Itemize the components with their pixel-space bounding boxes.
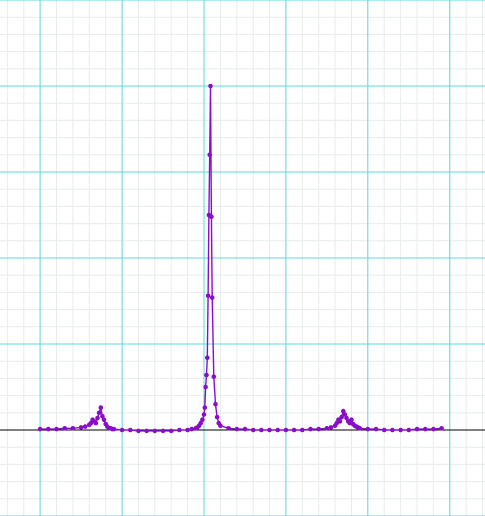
data-point	[54, 426, 59, 432]
data-point	[144, 428, 149, 434]
data-point	[234, 426, 240, 432]
data-point	[82, 424, 88, 429]
data-point	[250, 427, 256, 433]
data-point	[37, 426, 43, 432]
data-point	[200, 417, 205, 423]
data-point	[324, 426, 330, 431]
data-point	[328, 425, 334, 430]
data-point	[242, 426, 248, 432]
data-point	[78, 425, 84, 430]
data-point	[209, 295, 215, 300]
data-point	[101, 417, 107, 423]
data-point	[46, 426, 51, 432]
data-point	[349, 417, 354, 423]
data-point	[208, 83, 213, 89]
data-point	[203, 384, 208, 390]
data-point	[342, 412, 348, 417]
data-point	[344, 415, 349, 421]
data-point	[406, 427, 412, 433]
data-point	[308, 426, 313, 432]
data-point	[207, 152, 212, 158]
data-point	[70, 426, 76, 431]
series-layer	[37, 83, 444, 434]
data-point	[177, 427, 182, 433]
data-point	[422, 426, 428, 432]
data-point	[128, 427, 133, 433]
data-point	[259, 427, 264, 433]
data-point	[98, 405, 104, 410]
data-point	[111, 426, 117, 432]
data-point	[283, 427, 289, 433]
data-point	[204, 372, 209, 378]
data-point	[357, 426, 363, 431]
data-point	[226, 426, 231, 431]
data-point	[300, 427, 305, 433]
data-point	[189, 426, 194, 432]
data-point	[205, 293, 211, 299]
data-point	[390, 427, 395, 433]
data-point	[291, 427, 297, 433]
data-point	[214, 414, 220, 420]
data-point	[209, 214, 214, 219]
data-point	[398, 427, 403, 433]
data-point	[275, 427, 281, 433]
data-point	[93, 420, 99, 426]
data-point	[198, 420, 203, 426]
data-point	[316, 426, 322, 432]
data-point	[267, 427, 272, 433]
data-point	[119, 427, 125, 433]
data-point	[205, 355, 210, 361]
data-point	[96, 410, 102, 416]
data-point	[414, 426, 420, 432]
data-point	[201, 412, 207, 417]
data-point	[100, 413, 105, 419]
data-point	[211, 374, 217, 380]
data-point	[337, 419, 343, 424]
data-point	[185, 427, 190, 433]
data-point	[160, 428, 166, 434]
data-point	[168, 428, 174, 434]
data-point	[439, 426, 444, 431]
data-point	[95, 415, 100, 421]
data-point	[373, 426, 379, 432]
data-point	[62, 426, 67, 431]
data-point	[202, 405, 208, 410]
data-point	[365, 426, 371, 432]
data-point	[213, 401, 218, 407]
data-point	[339, 414, 344, 420]
data-point	[218, 423, 223, 429]
data-point	[431, 426, 436, 432]
data-point	[136, 428, 141, 434]
data-point	[381, 427, 387, 433]
data-point	[152, 428, 158, 434]
